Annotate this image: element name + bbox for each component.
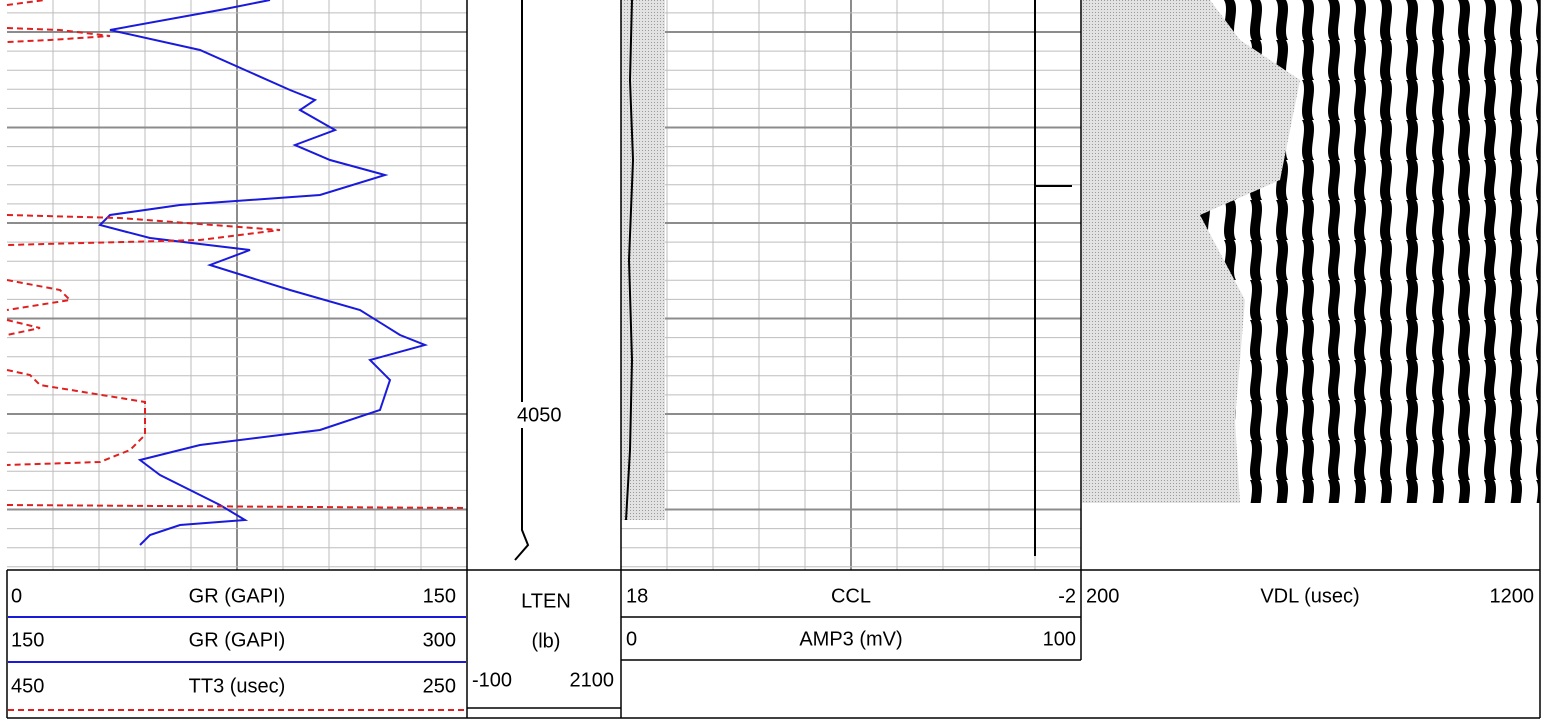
- curve-name: AMP3 (mV): [799, 628, 902, 650]
- lten-curve: [514, 0, 530, 561]
- gr-curve: [98, 0, 429, 546]
- curve-name: LTEN: [521, 590, 571, 612]
- grid: [7, 0, 1081, 570]
- scale-min: 450: [11, 675, 44, 697]
- curve-name: TT3 (usec): [189, 675, 286, 697]
- scale-min: 0: [11, 585, 22, 607]
- depth-label: 4050: [517, 404, 562, 426]
- curve-name: GR (GAPI): [189, 585, 286, 607]
- scale-min: 18: [626, 585, 648, 607]
- curve-name: CCL: [831, 585, 871, 607]
- scale-max: 250: [423, 675, 456, 697]
- scale-min: 150: [11, 629, 44, 651]
- scale-min: 200: [1086, 585, 1119, 607]
- depth-bg: [515, 402, 575, 428]
- ccl-curve: [1034, 0, 1072, 556]
- curve-name: VDL (usec): [1260, 585, 1359, 607]
- scale-max: -2: [1058, 585, 1076, 607]
- scale-max: 100: [1043, 628, 1076, 650]
- scale-min: -100: [472, 669, 512, 691]
- scale-max: 1200: [1490, 585, 1535, 607]
- tt3-curve: [6, 0, 468, 509]
- amp3-curve: [625, 0, 635, 521]
- curve-unit: (lb): [532, 630, 561, 652]
- scale-min: 0: [626, 628, 637, 650]
- scale-max: 150: [423, 585, 456, 607]
- scale-max: 300: [423, 629, 456, 651]
- ccl-shading: [621, 0, 665, 520]
- header: [6, 0, 1541, 719]
- curve-name: GR (GAPI): [189, 629, 286, 651]
- scale-max: 2100: [570, 669, 615, 691]
